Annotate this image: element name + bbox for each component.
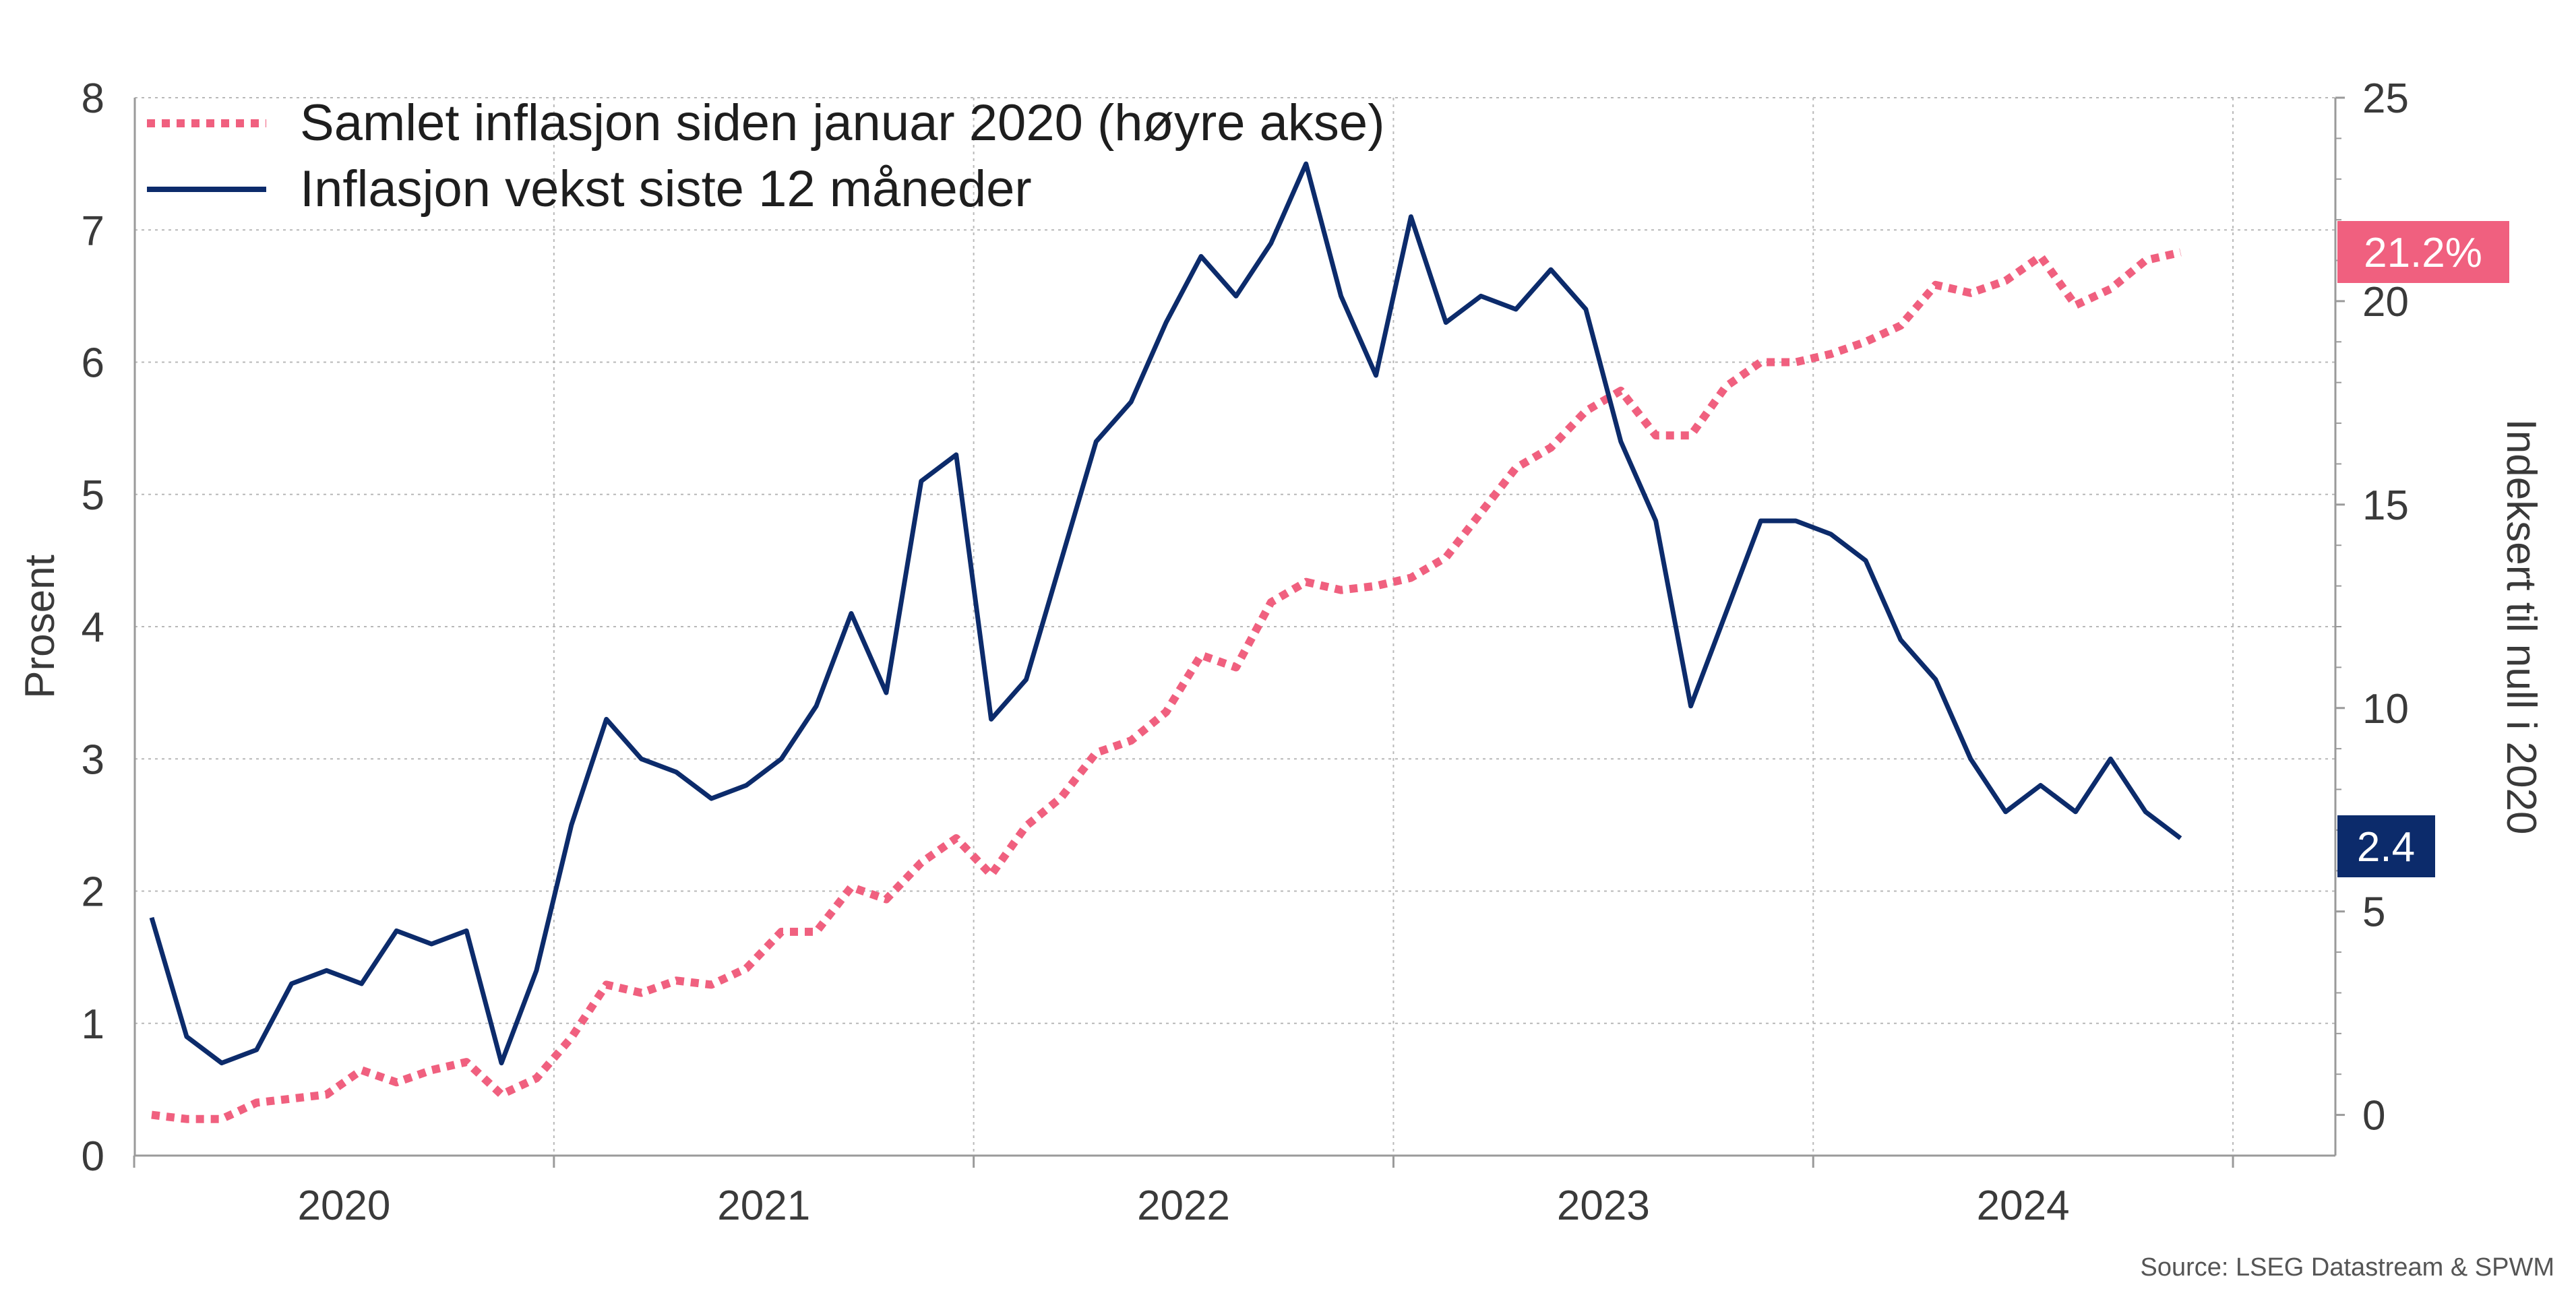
left-tick-label: 4 [82,604,104,651]
left-tick-label: 2 [82,869,104,916]
series-layer [149,161,2182,1123]
end-label-yoy-box [2337,815,2435,877]
series-line-cumulative [151,248,2182,1123]
end-label-cumulative: 21.2% [2364,230,2482,276]
left-tick-label: 6 [82,340,104,387]
left-axis-ticks: 0 1 2 3 4 5 6 7 8 [82,75,104,1180]
legend-label-cumulative: Samlet inflasjon siden januar 2020 (høyr… [300,94,1385,152]
right-tick-label: 0 [2362,1093,2385,1139]
source-note: Source: LSEG Datastream & SPWM [2140,1253,2554,1282]
left-axis-title: Prosent [17,555,63,699]
end-label-cumulative-box [2337,221,2509,283]
left-tick-label: 1 [82,1001,104,1048]
right-tick-label: 10 [2362,686,2409,732]
right-tick-label: 25 [2362,75,2409,122]
x-tick-label: 2021 [717,1183,810,1229]
legend-label-yoy: Inflasjon vekst siste 12 måneder [300,160,1032,218]
right-tick-label: 20 [2362,279,2409,325]
right-tick-label: 5 [2362,889,2385,936]
x-tick-label: 2023 [1557,1183,1650,1229]
right-axis-ticks: 0 5 10 15 20 25 [2335,75,2409,1139]
left-tick-label: 0 [82,1133,104,1180]
right-axis-title: Indeksert til null i 2020 [2498,419,2544,835]
grid-lines [135,97,2335,1156]
x-tick-label: 2022 [1137,1183,1230,1229]
end-label-yoy: 2.4 [2357,824,2415,871]
left-tick-label: 5 [82,472,104,519]
x-tick-label: 2024 [1977,1183,2070,1229]
legend: Samlet inflasjon siden januar 2020 (høyr… [147,94,1385,218]
left-tick-label: 3 [82,736,104,783]
left-tick-label: 8 [82,75,104,122]
left-tick-label: 7 [82,208,104,254]
x-tick-label: 2020 [297,1183,390,1229]
series-line-yoy [149,161,2182,1066]
end-labels: 21.2% 2.4 [2337,221,2509,877]
x-axis-ticks: 2020 2021 2022 2023 2024 [133,1156,2234,1229]
right-tick-label: 15 [2362,482,2409,529]
